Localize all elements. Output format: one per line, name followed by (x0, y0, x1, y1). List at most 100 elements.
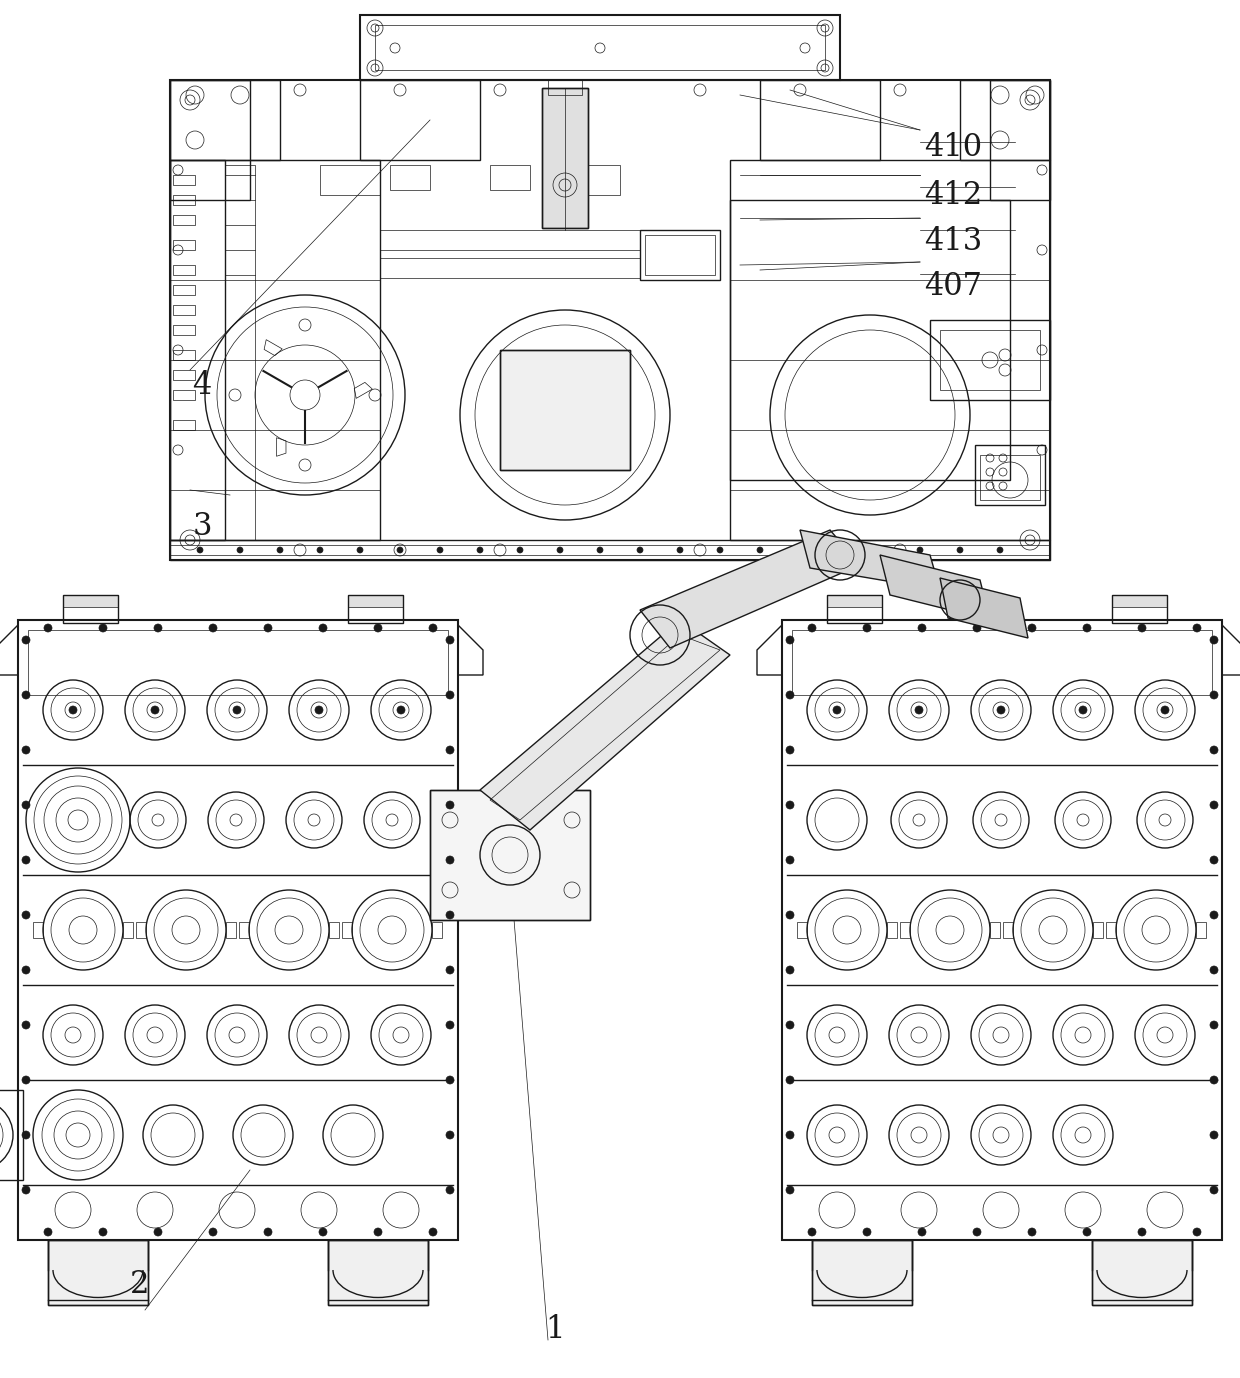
Circle shape (264, 624, 272, 633)
Bar (432, 922, 441, 938)
Circle shape (357, 547, 363, 553)
Circle shape (22, 1131, 30, 1140)
Text: 413: 413 (924, 226, 982, 256)
Circle shape (374, 624, 382, 633)
Bar (48, 1240, 148, 1305)
Circle shape (429, 624, 436, 633)
Bar (900, 922, 910, 938)
Circle shape (918, 624, 926, 633)
Text: 1: 1 (546, 1315, 565, 1345)
Polygon shape (480, 620, 730, 830)
Bar (990, 80, 1050, 200)
Bar (320, 165, 379, 196)
Bar (730, 160, 1050, 540)
Circle shape (22, 801, 30, 809)
Bar (19, 620, 458, 1240)
Circle shape (637, 547, 644, 553)
Circle shape (43, 1228, 52, 1236)
Circle shape (22, 690, 30, 699)
Circle shape (1210, 1076, 1218, 1084)
Circle shape (446, 745, 454, 754)
Bar (174, 265, 195, 276)
Circle shape (517, 547, 523, 553)
Bar (960, 80, 1050, 160)
Bar (379, 230, 640, 249)
Bar (29, 630, 448, 695)
Bar (1106, 922, 1116, 938)
Bar (0, 1090, 24, 1180)
Polygon shape (940, 577, 1028, 638)
Circle shape (786, 911, 794, 919)
Circle shape (833, 706, 841, 714)
Circle shape (918, 547, 923, 553)
Circle shape (786, 1186, 794, 1193)
Circle shape (237, 547, 243, 553)
Circle shape (1193, 1228, 1202, 1236)
Bar (360, 80, 480, 160)
Bar (174, 305, 195, 316)
Bar (174, 371, 195, 380)
Circle shape (1138, 624, 1146, 633)
Circle shape (99, 1228, 107, 1236)
Circle shape (446, 637, 454, 644)
Circle shape (446, 1076, 454, 1084)
Bar (812, 1240, 911, 1305)
Circle shape (1210, 1131, 1218, 1140)
Circle shape (446, 1131, 454, 1140)
Polygon shape (880, 555, 990, 620)
Bar (797, 922, 807, 938)
Bar (174, 175, 195, 185)
Bar (63, 595, 118, 623)
Circle shape (863, 1228, 870, 1236)
Bar (792, 630, 1211, 695)
Bar (342, 922, 352, 938)
Polygon shape (800, 531, 940, 590)
Bar (33, 922, 43, 938)
Circle shape (210, 1228, 217, 1236)
Circle shape (808, 1228, 816, 1236)
Text: 3: 3 (192, 511, 212, 542)
Circle shape (446, 856, 454, 864)
Circle shape (43, 624, 52, 633)
Circle shape (786, 745, 794, 754)
Bar (224, 165, 255, 540)
Bar (975, 445, 1045, 504)
Bar (542, 88, 588, 227)
Circle shape (1083, 1228, 1091, 1236)
Circle shape (786, 966, 794, 974)
Bar (1003, 922, 1013, 938)
Circle shape (22, 966, 30, 974)
Circle shape (1210, 966, 1218, 974)
Text: 410: 410 (924, 132, 982, 163)
Circle shape (22, 911, 30, 919)
Bar (1092, 922, 1104, 938)
Circle shape (446, 1186, 454, 1193)
Bar (226, 922, 236, 938)
Circle shape (677, 547, 683, 553)
Circle shape (557, 547, 563, 553)
Circle shape (315, 706, 322, 714)
Circle shape (1161, 706, 1169, 714)
Circle shape (786, 1076, 794, 1084)
Circle shape (446, 801, 454, 809)
Bar (500, 350, 630, 470)
Bar (1092, 1240, 1192, 1305)
Circle shape (446, 911, 454, 919)
Circle shape (957, 547, 963, 553)
Circle shape (1210, 745, 1218, 754)
Circle shape (374, 1228, 382, 1236)
Bar (1197, 922, 1207, 938)
Bar (730, 200, 1011, 480)
Text: 4: 4 (192, 371, 212, 401)
Circle shape (756, 547, 763, 553)
Bar (239, 922, 249, 938)
Bar (329, 1240, 428, 1305)
Circle shape (973, 1228, 981, 1236)
Bar (560, 165, 620, 196)
Circle shape (786, 801, 794, 809)
Circle shape (446, 690, 454, 699)
Circle shape (22, 1076, 30, 1084)
Bar (645, 236, 715, 276)
Circle shape (277, 547, 283, 553)
Circle shape (808, 624, 816, 633)
